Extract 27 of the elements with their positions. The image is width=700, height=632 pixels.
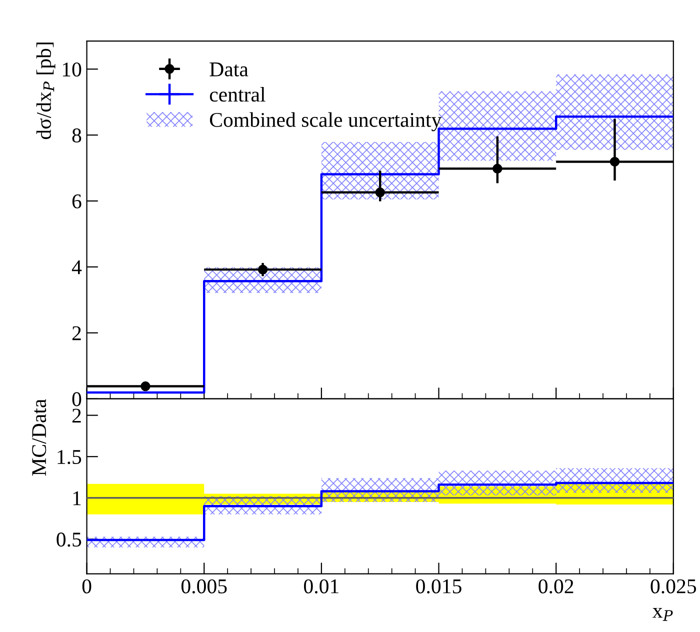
y-tick-label: 0.5 [56,532,82,547]
point [375,188,385,198]
x-tick-label: 0.015 [416,579,462,594]
legend-label: Data [210,62,248,76]
y-axis-title: dσ/dx$_{P}$ [pb] [36,42,56,140]
x-tick-label: 0.005 [181,579,227,594]
y-axis-title: MC/Data [32,399,46,476]
y-tick-label: 2 [72,326,81,340]
legend-label: Combined scale uncertainty [210,112,442,132]
y-tick-label: 1 [73,491,81,506]
point [140,381,150,392]
x-axis-title: x$_{P}$ [652,608,673,621]
x-tick-label: 0.01 [304,579,338,594]
point [610,156,620,167]
point [492,164,502,174]
y-tick-label: 8 [72,128,82,142]
y-tick-label: 0 [72,392,82,406]
y-tick-label: 2 [72,408,81,423]
y-tick-label: 1.5 [58,450,82,464]
legend-label: central [210,87,266,102]
point [258,264,268,274]
y-tick-label: 6 [72,194,82,208]
y-tick-label: 4 [72,260,82,274]
x-tick-label: 0.025 [650,579,696,594]
x-tick-label: 0.02 [538,579,574,594]
x-tick-label: 0 [82,579,92,594]
y-tick-label: 10 [62,62,82,77]
